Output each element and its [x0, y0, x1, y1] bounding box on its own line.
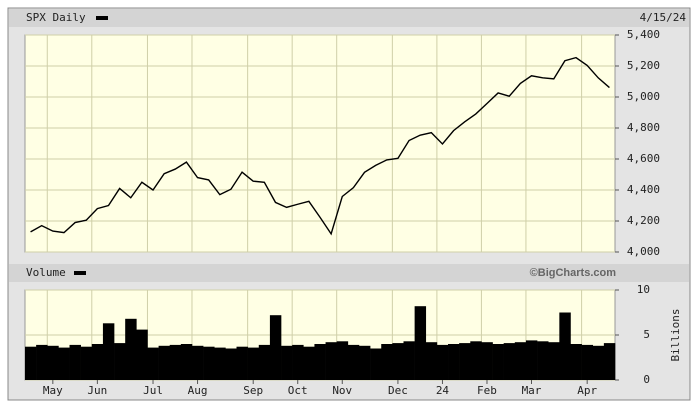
x-tick-label: Oct	[288, 384, 308, 397]
x-tick-label: Aug	[188, 384, 208, 397]
volume-bar	[503, 343, 516, 380]
y-tick-label: 4,200	[627, 214, 660, 227]
volume-bar	[47, 345, 59, 380]
volume-bar	[392, 343, 404, 380]
volume-bar	[203, 346, 215, 380]
volume-bar	[347, 344, 360, 380]
volume-bar	[370, 348, 382, 380]
volume-bar	[514, 342, 527, 380]
volume-bar	[269, 315, 282, 380]
x-tick-label: Jul	[143, 384, 163, 397]
volume-bar	[102, 323, 115, 380]
y-tick-label: 4,000	[627, 245, 660, 258]
volume-bar	[403, 341, 415, 380]
price-line	[30, 56, 610, 236]
volume-bar	[470, 341, 482, 380]
x-tick-label: Apr	[577, 384, 597, 397]
y-tick-label: 0	[643, 373, 650, 386]
volume-title: Volume	[26, 266, 66, 279]
volume-bar	[147, 347, 159, 380]
volume-bar	[448, 344, 460, 380]
volume-bar	[125, 318, 137, 380]
header-strip	[9, 9, 689, 27]
volume-bar	[581, 344, 594, 380]
volume-bar	[314, 344, 326, 380]
volume-bar	[158, 345, 171, 380]
volume-bar	[114, 343, 126, 380]
volume-bar	[459, 343, 471, 380]
y-tick-label: 4,800	[627, 121, 660, 134]
date-label: 4/15/24	[640, 11, 687, 24]
volume-bar	[336, 341, 349, 380]
chart-title: SPX Daily	[26, 11, 86, 24]
volume-bar	[414, 306, 427, 380]
volume-bar	[136, 329, 148, 380]
volume-bar	[436, 344, 449, 380]
y-tick-label: 5,000	[627, 90, 660, 103]
volume-bar	[303, 346, 315, 380]
volume-bar	[214, 347, 226, 380]
legend-swatch	[74, 271, 86, 275]
volume-bar	[570, 344, 582, 380]
volume-bar	[292, 344, 304, 380]
volume-bar	[191, 345, 204, 380]
x-tick-label: Sep	[243, 384, 263, 397]
volume-bar	[559, 312, 571, 380]
volume-bar	[325, 342, 337, 380]
volume-bar	[281, 345, 293, 380]
volume-bar	[603, 343, 616, 380]
volume-bar	[80, 346, 93, 380]
x-tick-label: Dec	[388, 384, 408, 397]
volume-bar	[525, 340, 538, 380]
y-tick-label: 4,600	[627, 152, 660, 165]
volume-bar	[91, 344, 104, 380]
x-tick-label: Jun	[87, 384, 107, 397]
y-tick-label: 4,400	[627, 183, 660, 196]
volume-bar	[25, 346, 37, 380]
volume-bar	[492, 344, 504, 380]
volume-bar	[169, 344, 182, 380]
volume-bar	[258, 344, 271, 380]
volume-bar	[548, 342, 560, 380]
volume-bar	[247, 347, 260, 380]
y-tick-label: 5,400	[627, 28, 660, 41]
legend-swatch	[96, 16, 108, 20]
volume-bar	[236, 346, 248, 380]
x-tick-label: May	[43, 384, 63, 397]
volume-bar	[592, 345, 605, 380]
x-tick-label: Nov	[332, 384, 352, 397]
volume-bar	[381, 344, 393, 380]
x-tick-label: 24	[436, 384, 450, 397]
y-tick-label: 5	[643, 328, 650, 341]
volume-strip	[9, 264, 689, 282]
volume-bar	[180, 344, 193, 380]
volume-bar	[358, 345, 371, 380]
volume-bar	[537, 341, 549, 380]
volume-bar	[481, 342, 493, 380]
credit: ©BigCharts.com	[530, 267, 617, 279]
x-tick-label: Feb	[477, 384, 497, 397]
volume-bar	[36, 344, 48, 380]
price-plot	[24, 34, 616, 253]
y-tick-label: 10	[637, 283, 650, 296]
volume-bar	[225, 348, 237, 380]
volume-bar	[425, 342, 438, 380]
y-axis-label: Billions	[669, 309, 682, 362]
volume-bar	[58, 347, 70, 380]
volume-bar	[69, 344, 81, 380]
x-tick-label: Mar	[522, 384, 542, 397]
y-tick-label: 5,200	[627, 59, 660, 72]
